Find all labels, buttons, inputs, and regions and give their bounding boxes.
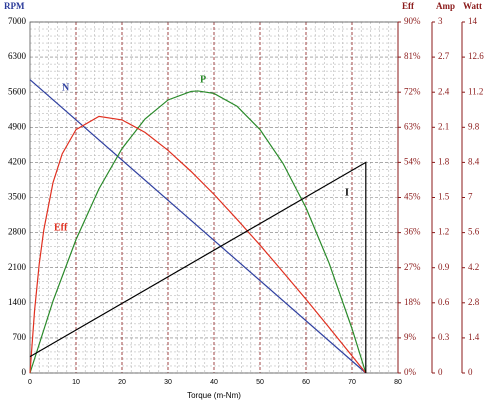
x-tick-label: 0 — [28, 379, 32, 386]
x-tick-label: 60 — [302, 379, 310, 386]
y-axis-title: RPM — [4, 1, 25, 11]
y-tick-label: 7000 — [8, 16, 27, 26]
y-tick-label: 63% — [404, 121, 421, 131]
y-tick-label: 5.6 — [468, 227, 480, 237]
y-tick-label: 90% — [404, 16, 421, 26]
y-tick-label: 3 — [438, 16, 443, 26]
y-tick-label: 0 — [438, 367, 443, 377]
y-tick-label: 81% — [404, 51, 421, 61]
x-tick-label: 70 — [348, 379, 356, 386]
y-tick-label: 45% — [404, 192, 421, 202]
y-tick-label: 27% — [404, 262, 421, 272]
y-tick-label: 0 — [22, 367, 27, 377]
series-line — [29, 161, 367, 373]
y-tick-label: 1.2 — [438, 227, 449, 237]
y-tick-label: 11.2 — [468, 86, 483, 96]
y-tick-label: 0.6 — [438, 297, 450, 307]
y-tick-label: 12.6 — [468, 51, 484, 61]
y-tick-label: 54% — [404, 156, 421, 166]
y-tick-label: 0 — [468, 367, 473, 377]
x-axis-title: Torque (m-Nm) — [187, 391, 241, 400]
y-tick-label: 1.5 — [438, 192, 450, 202]
y-tick-label: 700 — [13, 332, 27, 342]
y-tick-label: 3500 — [8, 192, 27, 202]
x-tick-label: 40 — [210, 379, 218, 386]
x-tick-label: 30 — [164, 379, 172, 386]
x-tick-label: 50 — [256, 379, 264, 386]
series-line — [29, 90, 367, 374]
y-tick-label: 9.8 — [468, 121, 480, 131]
y-tick-label: 1400 — [8, 297, 27, 307]
y-tick-label: 0.3 — [438, 332, 450, 342]
series-line — [29, 115, 367, 374]
y-tick-label: 18% — [404, 297, 421, 307]
y-tick-label: 5600 — [8, 86, 27, 96]
series-line — [29, 79, 367, 374]
y-tick-label: 2.8 — [468, 297, 480, 307]
x-tick-label: 20 — [118, 379, 126, 386]
y-tick-label: 2100 — [8, 262, 27, 272]
y-tick-label: 9% — [404, 332, 417, 342]
y-tick-label: 36% — [404, 227, 421, 237]
y-tick-label: 0% — [404, 367, 417, 377]
y-tick-label: 2800 — [8, 227, 27, 237]
y-tick-label: 4200 — [8, 156, 27, 166]
series-label: I — [345, 187, 349, 198]
series-label: N — [62, 82, 70, 93]
y-tick-label: 2.7 — [438, 51, 450, 61]
series-label: Eff — [54, 222, 68, 233]
x-tick-label: 10 — [72, 379, 80, 386]
y4-axis-title: Watt — [463, 1, 482, 11]
y2-axis-title: Eff — [402, 1, 415, 11]
y-tick-label: 2.4 — [438, 86, 450, 96]
y-tick-label: 7 — [468, 192, 473, 202]
y-tick-label: 1.8 — [438, 156, 450, 166]
y-tick-label: 14 — [468, 16, 478, 26]
y-tick-label: 4900 — [8, 121, 27, 131]
y-tick-label: 8.4 — [468, 156, 480, 166]
y-tick-label: 4.2 — [468, 262, 479, 272]
y-tick-label: 72% — [404, 86, 421, 96]
y-tick-label: 6300 — [8, 51, 27, 61]
y-tick-label: 2.1 — [438, 121, 449, 131]
x-tick-label: 80 — [394, 379, 402, 386]
y3-axis-title: Amp — [436, 1, 455, 11]
series-label: P — [200, 74, 206, 85]
y-tick-label: 1.4 — [468, 332, 480, 342]
y-tick-label: 0.9 — [438, 262, 450, 272]
